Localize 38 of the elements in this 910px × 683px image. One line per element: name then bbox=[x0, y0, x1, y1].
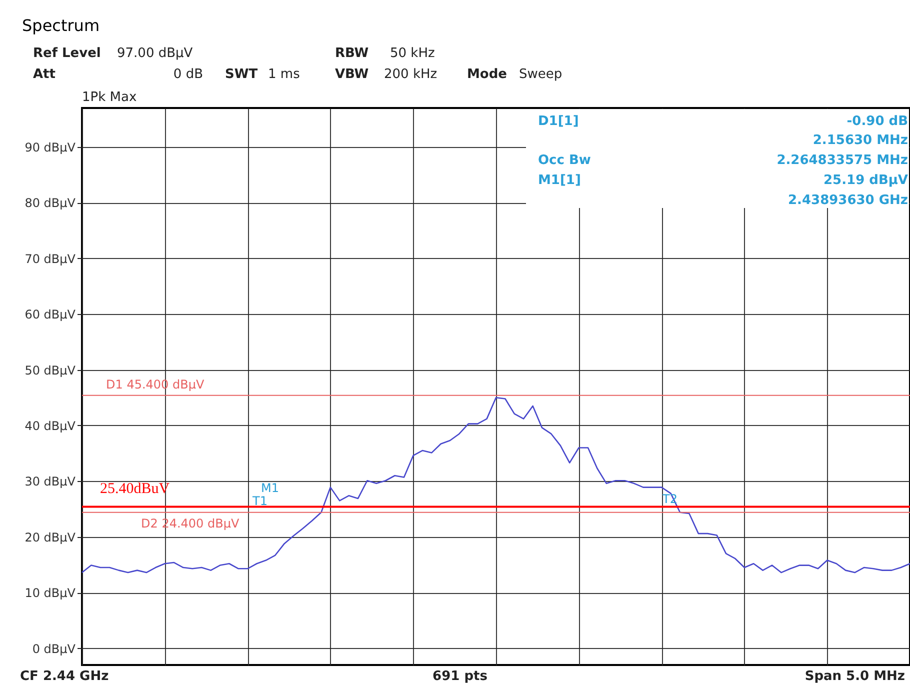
text: 1 ms bbox=[268, 67, 300, 82]
line-series bbox=[81, 396, 910, 574]
y-tick-label: 0 dBµV bbox=[32, 642, 76, 656]
annotation: D1[1] bbox=[538, 114, 579, 129]
y-tick-label: 10 dBµV bbox=[24, 586, 76, 600]
text: Att bbox=[33, 67, 56, 82]
y-tick-label: 70 dBµV bbox=[24, 252, 76, 266]
text: 97.00 dBµV bbox=[117, 46, 193, 61]
annotation: 2.43893630 GHz bbox=[788, 193, 908, 208]
annotation: T1 bbox=[252, 494, 268, 508]
text: 0 dB bbox=[173, 67, 203, 82]
text: 50 kHz bbox=[390, 46, 435, 61]
y-tick-label: 60 dBµV bbox=[24, 308, 76, 322]
text: Ref Level bbox=[33, 46, 101, 61]
annotation: 2.264833575 MHz bbox=[776, 153, 908, 168]
text: Sweep bbox=[519, 67, 562, 82]
annotation: M1 bbox=[261, 481, 279, 495]
text: Mode bbox=[467, 67, 508, 82]
y-tick-label: 40 dBµV bbox=[24, 418, 76, 433]
text: 691 pts bbox=[432, 669, 488, 683]
text: VBW bbox=[335, 67, 369, 82]
y-tick-label: 80 dBµV bbox=[24, 196, 76, 210]
text: 200 kHz bbox=[384, 67, 438, 82]
text: RBW bbox=[335, 46, 369, 61]
annotation: 25.19 dBµV bbox=[824, 173, 908, 188]
text: CF 2.44 GHz bbox=[20, 669, 109, 683]
chart-title: Spectrum bbox=[22, 16, 100, 35]
annotation: Occ Bw bbox=[538, 153, 591, 168]
text: SWT bbox=[225, 67, 258, 82]
y-tick-label: 30 dBµV bbox=[24, 474, 76, 489]
y-tick-label: 50 dBµV bbox=[24, 363, 76, 378]
annotation: -0.90 dB bbox=[846, 114, 908, 129]
text: Span 5.0 MHz bbox=[804, 669, 905, 683]
y-tick-label: 90 dBµV bbox=[24, 140, 76, 154]
y-tick-label: 20 dBµV bbox=[24, 530, 76, 544]
annotation: 2.15630 MHz bbox=[812, 133, 908, 148]
text: 1Pk Max bbox=[82, 90, 137, 105]
annotation: M1[1] bbox=[538, 173, 581, 188]
